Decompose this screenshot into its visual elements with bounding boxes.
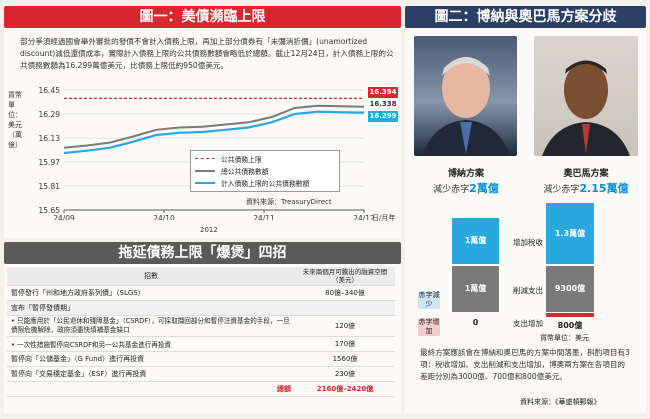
obama-photo [534, 36, 638, 156]
obama-increase-bar [546, 313, 594, 317]
table-row: 暫停向「交易穩定基金」（ESF）進行再投資 230億 [7, 366, 395, 382]
total-row: 總額 2160億–2420億 [7, 381, 395, 397]
x-tick-label: 24/09 [53, 214, 75, 220]
obama-name: 奧巴馬方案 [563, 169, 609, 179]
side-increase-tag: 赤字增加 [418, 318, 440, 336]
chart-legend: 公共債務上限 總公共債務數額 計入債務上限的公共債務數額 [190, 150, 340, 192]
counted-debt-line [63, 110, 365, 155]
table-row: 暫停向「公儲基金」（G Fund）進行再投資 1560億 [7, 351, 395, 367]
obama-tax-bar: 1.3萬億 [546, 203, 594, 264]
debt-ceiling-panel [4, 6, 401, 238]
table-row: • 只能應用於「公民退休和殘障基金」（CSRDF），可採取擷回部分和暫停注資基金… [7, 315, 395, 337]
col-header-space: 未來兩個月可騰出的融資空間（美元） [295, 267, 395, 286]
total-label: 總額 [7, 381, 295, 397]
x-tick-label: 24/10 [153, 214, 175, 220]
date-unit-label: 日/月年 [372, 214, 396, 222]
counted-end-label: 16.299 [368, 111, 398, 122]
y-axis-label: 貨幣單位：美元（萬億） [8, 91, 22, 149]
obama-cut-bar: 9300億 [546, 266, 594, 312]
legend-ceiling: 公共債務上限 [221, 155, 262, 164]
table-row: 宣布「暫停發債期」 [7, 300, 395, 316]
obama-portrait-icon [542, 60, 630, 156]
side-reduce-tag: 赤字減少 [418, 291, 440, 309]
table-row: • 一次性措施暫停向CSRDF和另一公共基金進行再投資 170億 [7, 336, 395, 352]
x-tick-label: 24/11 [253, 214, 275, 220]
y-tick-label: 16.45 [39, 86, 61, 95]
panel1-source: 資料來源：TreasuryDirect [246, 198, 332, 206]
x-tick-label: 24/12 [353, 214, 375, 220]
debt-line-chart: 16.45 16.29 16.13 15.97 15.81 15.65 24/09 24/1… [39, 86, 376, 220]
total-debt-line [63, 104, 365, 149]
year-label: 2012 [200, 226, 218, 234]
panel3-source: 資料來源：《華盛頓郵報》 [520, 398, 601, 406]
y-tick-label: 16.29 [39, 110, 61, 119]
boehner-sub: 減少赤字2萬億 [433, 182, 499, 195]
mid-label-cut: 削減支出 [513, 286, 543, 295]
table-row: 暫停發行「州和地方政府系列債」（SLGS） 80億–340億 [7, 285, 395, 301]
obama-sub: 減少赤字2.15萬億 [543, 182, 629, 195]
total-end-label: 16.338 [368, 99, 398, 110]
panel1-intro: 部分爭須經過國會舉外審批的發債不會計入債務上限，再加上部分債券有「未彌消折價」(… [20, 37, 394, 70]
total-value: 2160億–2420億 [295, 381, 395, 397]
mid-label-tax: 增加稅收 [513, 238, 543, 247]
boehner-photo [414, 36, 517, 156]
panel3-note: 最終方案應該會在博納和奧巴馬的方案中間落墨，斟酌項目有3項：稅收增加、支出削減和… [420, 348, 630, 381]
mid-label-increase: 支出增加 [513, 319, 543, 328]
ceiling-end-label: 16.394 [368, 87, 398, 98]
obama-increase-value: 800億 [557, 321, 583, 330]
panel3-title: 圖二：博納與奧巴馬方案分歧 [405, 6, 646, 28]
boehner-name: 博納方案 [447, 169, 484, 179]
legend-counted: 計入債務上限的公共債務數額 [221, 179, 310, 188]
boehner-increase-value: 0 [472, 318, 479, 327]
boehner-cut-bar: 1萬億 [452, 266, 499, 312]
tactics-table: 招數 未來兩個月可騰出的融資空間（美元） 暫停發行「州和地方政府系列債」（SLG… [7, 267, 395, 397]
panel2-title: 拖延債務上限「爆煲」四招 [4, 242, 401, 264]
panel1-title: 圖一：美債瀕臨上限 [4, 6, 401, 28]
legend-total: 總公共債務數額 [221, 167, 269, 176]
y-tick-label: 16.13 [39, 134, 61, 143]
y-tick-label: 15.65 [39, 206, 61, 215]
y-tick-label: 15.81 [39, 182, 61, 191]
col-header-tactic: 招數 [7, 267, 295, 286]
y-tick-label: 15.97 [39, 158, 61, 167]
boehner-portrait-icon [422, 57, 510, 156]
panel3-unit: 貨幣單位：美元 [540, 334, 589, 342]
boehner-tax-bar: 1萬億 [452, 218, 499, 264]
